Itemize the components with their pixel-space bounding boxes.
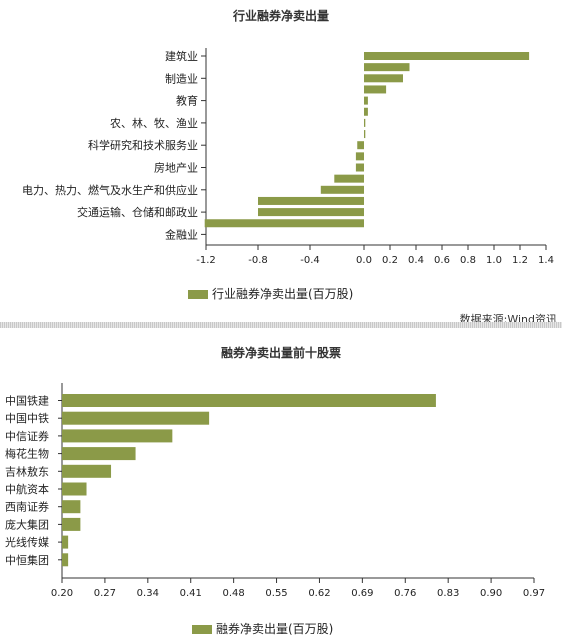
top-ten-category-label: 中恒集团 [5, 553, 49, 567]
top-ten-chart-title: 融券净卖出量前十股票 [220, 346, 341, 360]
top-ten-bar [62, 482, 87, 496]
industry-bar-chart: 建筑业制造业教育农、林、牧、渔业科学研究和技术服务业房地产业电力、热力、燃气及水… [22, 48, 554, 266]
industry-x-tick-label: -0.4 [300, 255, 320, 266]
top-ten-x-tick-label: 0.90 [480, 588, 502, 599]
industry-category-label: 教育 [176, 94, 198, 108]
top-ten-bar-chart: 中国铁建中国中铁中信证券梅花生物吉林敖东中航资本西南证券庞大集团光线传媒中恒集团… [5, 383, 545, 599]
industry-bar [364, 130, 366, 139]
industry-bar [364, 107, 368, 116]
industry-x-tick-label: 1.0 [486, 255, 502, 266]
top-ten-legend-swatch [192, 625, 212, 634]
panel-separator [0, 322, 562, 328]
top-ten-x-tick-label: 0.41 [180, 588, 202, 599]
industry-category-label: 电力、热力、燃气及水生产和供应业 [22, 183, 198, 197]
top-ten-bar [62, 464, 112, 478]
industry-bar [364, 85, 387, 94]
industry-bar [364, 96, 368, 105]
top-ten-category-label: 中信证券 [5, 429, 49, 443]
top-ten-bar [62, 500, 81, 514]
industry-chart-title: 行业融券净卖出量 [232, 9, 329, 23]
industry-x-tick-label: 0.8 [460, 255, 476, 266]
top-ten-x-tick-label: 0.48 [223, 588, 245, 599]
industry-bar [258, 196, 364, 205]
industry-x-tick-label: 0.2 [382, 255, 398, 266]
top-ten-bar [62, 394, 436, 407]
industry-x-tick-label: 1.2 [512, 255, 528, 266]
top-ten-x-tick-label: 0.27 [94, 588, 116, 599]
industry-bar [364, 52, 530, 60]
industry-x-tick-label: 1.4 [538, 255, 554, 266]
top-ten-x-tick-label: 0.55 [265, 588, 287, 599]
industry-x-tick-label: -0.8 [248, 255, 268, 266]
top-ten-category-label: 梅花生物 [5, 447, 49, 461]
industry-bar [364, 118, 366, 127]
top-ten-bar [62, 535, 69, 549]
industry-legend-swatch [188, 290, 208, 299]
industry-category-label: 建筑业 [165, 49, 198, 63]
top-ten-category-label: 吉林敖东 [5, 464, 49, 478]
industry-bar [334, 174, 364, 183]
industry-bar [204, 219, 364, 228]
top-ten-chart-legend: 融券净卖出量(百万股) [192, 620, 333, 637]
industry-legend-label: 行业融券净卖出量(百万股) [212, 287, 354, 301]
top-ten-category-label: 光线传媒 [5, 535, 49, 549]
industry-category-label: 交通运输、仓储和邮政业 [77, 205, 198, 219]
industry-bar [364, 74, 403, 83]
industry-bar [364, 63, 410, 72]
top-ten-x-tick-label: 0.62 [308, 588, 330, 599]
top-ten-bar [62, 447, 136, 461]
industry-category-label: 制造业 [165, 71, 198, 85]
industry-category-label: 房地产业 [154, 161, 198, 175]
industry-x-tick-label: -1.2 [196, 255, 216, 266]
top-ten-legend-label: 融券净卖出量(百万股) [216, 622, 334, 636]
top-ten-category-label: 中航资本 [5, 482, 49, 496]
top-ten-bar [62, 517, 81, 531]
industry-bar [355, 163, 364, 172]
industry-x-tick-label: 0.0 [356, 255, 372, 266]
top-ten-category-label: 中国中铁 [5, 412, 49, 425]
top-ten-bar [62, 429, 173, 443]
industry-x-tick-label: 0.4 [408, 255, 424, 266]
industry-bar [355, 152, 364, 161]
top-ten-bar [62, 411, 210, 425]
industry-chart-legend: 行业融券净卖出量(百万股) [188, 285, 353, 302]
top-ten-x-tick-label: 0.83 [437, 588, 459, 599]
top-ten-x-tick-label: 0.97 [523, 588, 545, 599]
industry-category-label: 科学研究和技术服务业 [88, 138, 198, 152]
top-ten-chart-panel: 融券净卖出量前十股票 中国铁建中国中铁中信证券梅花生物吉林敖东中航资本西南证券庞… [0, 328, 562, 638]
industry-category-label: 农、林、牧、渔业 [110, 116, 198, 130]
industry-category-label: 金融业 [165, 227, 198, 241]
top-ten-category-label: 西南证券 [5, 500, 49, 514]
industry-bar [320, 185, 364, 194]
industry-bar [258, 208, 364, 217]
industry-chart-panel: 行业融券净卖出量 建筑业制造业教育农、林、牧、渔业科学研究和技术服务业房地产业电… [22, 9, 557, 326]
top-ten-x-tick-label: 0.20 [51, 588, 73, 599]
top-ten-bar [62, 553, 69, 567]
industry-bar [357, 141, 364, 150]
top-ten-x-tick-label: 0.76 [394, 588, 416, 599]
top-ten-x-tick-label: 0.69 [351, 588, 373, 599]
top-ten-category-label: 庞大集团 [5, 517, 49, 531]
industry-x-tick-label: 0.6 [434, 255, 450, 266]
top-ten-category-label: 中国铁建 [5, 394, 49, 408]
top-ten-x-tick-label: 0.34 [137, 588, 159, 599]
